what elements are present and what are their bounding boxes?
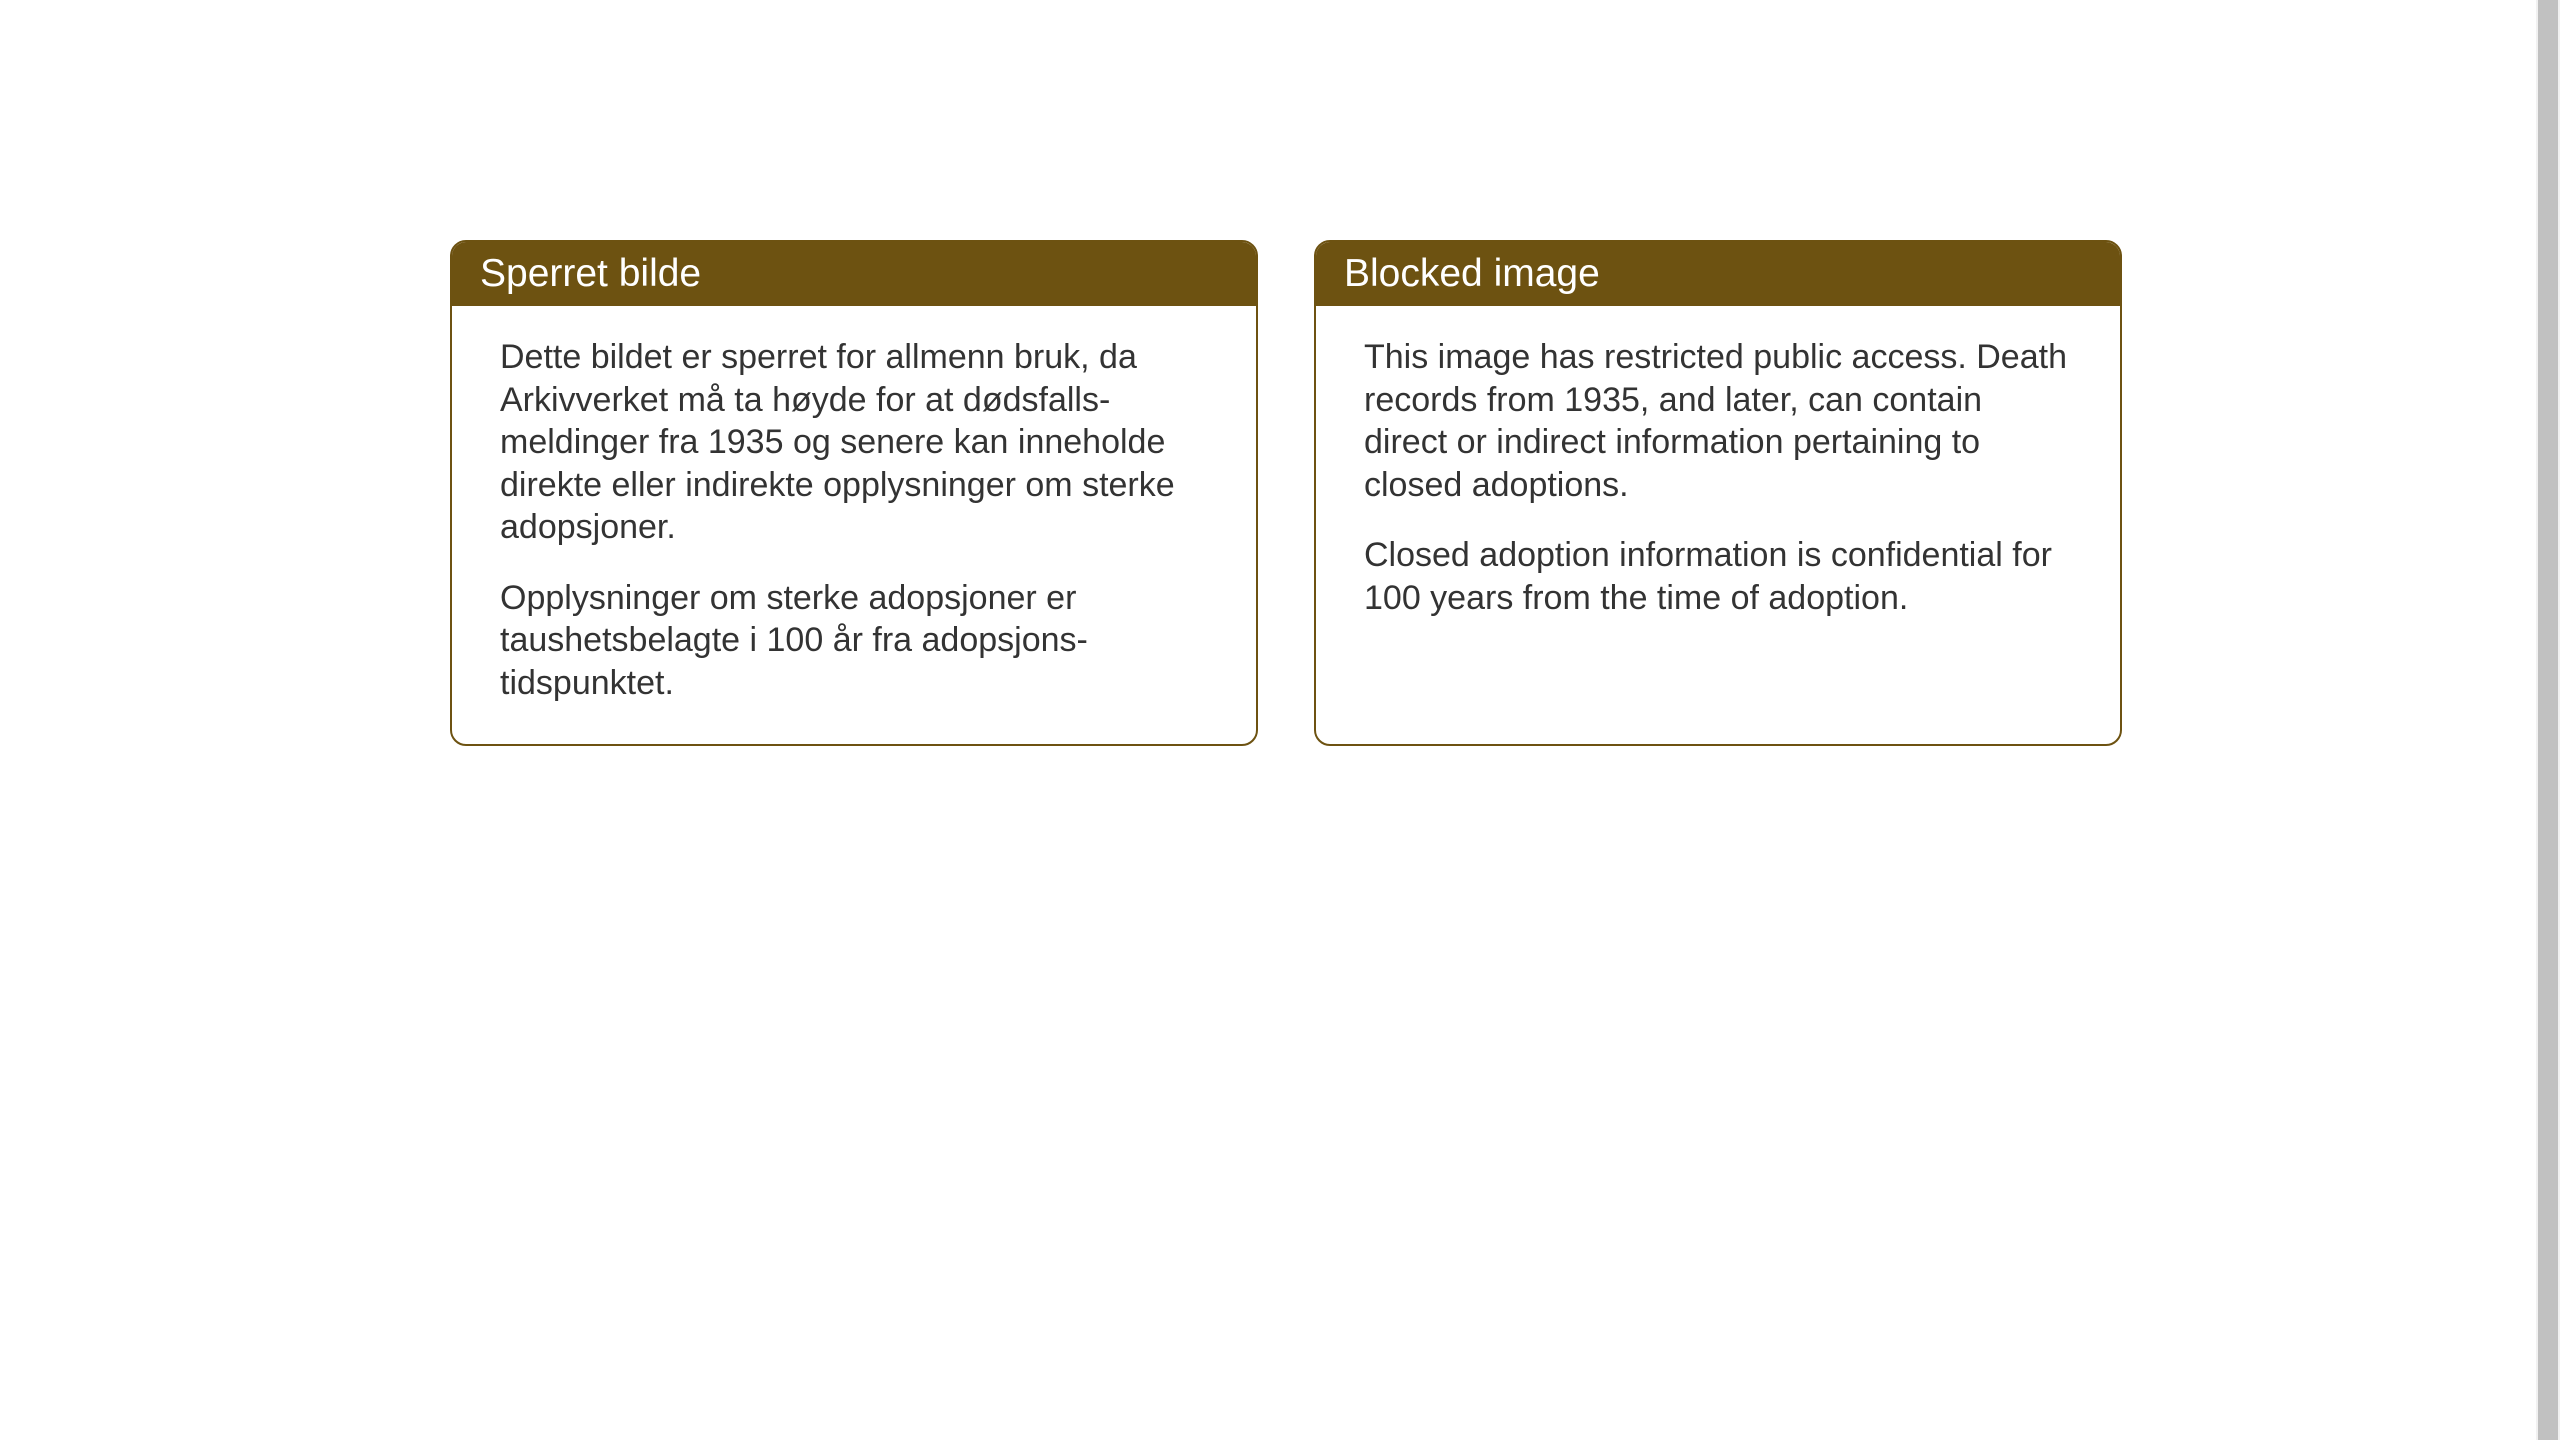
vertical-scrollbar-track[interactable] [2536,0,2560,1440]
norwegian-paragraph-1: Dette bildet er sperret for allmenn bruk… [500,336,1208,549]
notice-panels-container: Sperret bilde Dette bildet er sperret fo… [450,240,2560,746]
english-paragraph-1: This image has restricted public access.… [1364,336,2072,506]
norwegian-panel-body: Dette bildet er sperret for allmenn bruk… [452,306,1256,744]
norwegian-panel-title: Sperret bilde [452,242,1256,306]
norwegian-paragraph-2: Opplysninger om sterke adopsjoner er tau… [500,577,1208,705]
english-panel-title: Blocked image [1316,242,2120,306]
english-panel-body: This image has restricted public access.… [1316,306,2120,716]
vertical-scrollbar-thumb[interactable] [2538,0,2558,1440]
norwegian-notice-panel: Sperret bilde Dette bildet er sperret fo… [450,240,1258,746]
english-notice-panel: Blocked image This image has restricted … [1314,240,2122,746]
english-paragraph-2: Closed adoption information is confident… [1364,534,2072,619]
